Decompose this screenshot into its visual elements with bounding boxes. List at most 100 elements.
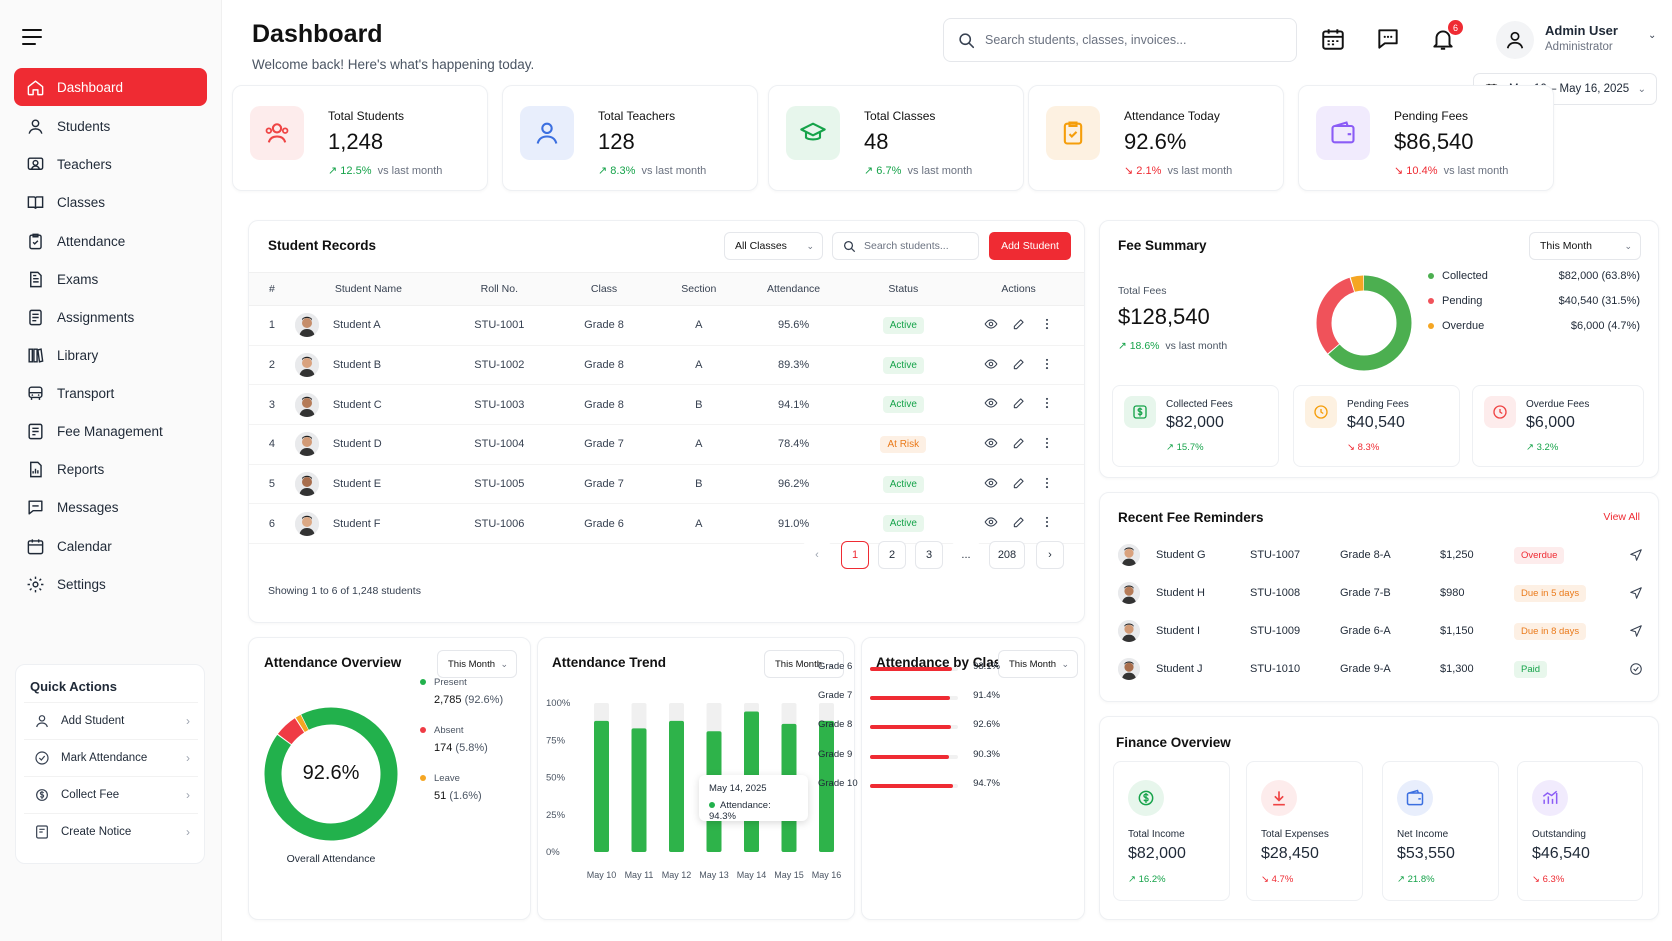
edit-button[interactable] (1012, 515, 1026, 532)
finance-card-label: Total Expenses (1261, 829, 1329, 840)
class-filter-select[interactable]: All Classes ⌄ (724, 232, 823, 260)
sidebar-item-attendance[interactable]: Attendance (14, 222, 207, 260)
attendance-legend-item: Absent (420, 725, 464, 736)
sidebar-item-assignments[interactable]: Assignments (14, 298, 207, 336)
send-reminder-button[interactable] (1629, 548, 1643, 562)
table-row[interactable]: 2 Student B STU-1002 Grade 8 A 89.3% Act… (249, 345, 1084, 386)
stat-change: ↘ 10.4% vs last month (1394, 164, 1508, 177)
chat-icon[interactable] (1375, 26, 1401, 52)
more-button[interactable] (1040, 436, 1054, 453)
chevron-right-icon: › (186, 750, 190, 765)
trend-bar[interactable] (669, 720, 684, 852)
view-button[interactable] (984, 317, 998, 334)
quick-action-collect-fee[interactable]: Collect Fee › (24, 776, 198, 812)
student-name[interactable]: Student E (332, 478, 382, 490)
chevron-down-icon[interactable]: ⌄ (1648, 30, 1657, 41)
sidebar-item-reports[interactable]: Reports (14, 450, 207, 488)
sidebar-item-classes[interactable]: Classes (14, 183, 207, 221)
sidebar-item-transport[interactable]: Transport (14, 374, 207, 412)
reminder-name: Student G (1156, 549, 1206, 561)
sidebar-item-students[interactable]: Students (14, 107, 207, 145)
prev-page-button[interactable]: ‹ (803, 541, 831, 569)
reminder-row[interactable]: Student H STU-1008 Grade 7-B $980 Due in… (1118, 574, 1658, 612)
sidebar-item-settings[interactable]: Settings (14, 565, 207, 603)
edit-button[interactable] (1012, 436, 1026, 453)
view-button[interactable] (984, 357, 998, 374)
menu-icon[interactable] (22, 28, 42, 46)
trend-period-select[interactable]: This Month ⌄ (764, 650, 844, 678)
send-reminder-button[interactable] (1629, 624, 1643, 638)
quick-action-create-notice[interactable]: Create Notice › (24, 813, 198, 849)
add-student-button[interactable]: Add Student (989, 232, 1071, 260)
trend-bar[interactable] (819, 720, 834, 852)
view-button[interactable] (984, 476, 998, 493)
table-row[interactable]: 6 Student F STU-1006 Grade 6 A 91.0% Act… (249, 503, 1084, 545)
sidebar-item-exams[interactable]: Exams (14, 260, 207, 298)
student-name[interactable]: Student A (332, 319, 381, 332)
stat-icon-wrap (1316, 106, 1370, 160)
view-all-link[interactable]: View All (1603, 511, 1640, 523)
roll-number: STU-1003 (454, 384, 545, 426)
page-1[interactable]: 1 (841, 541, 869, 569)
attendance-period-value: This Month (448, 658, 495, 670)
calendar-icon[interactable] (1320, 26, 1346, 52)
sidebar-item-fee-management[interactable]: Fee Management (14, 412, 207, 450)
page-2[interactable]: 2 (878, 541, 906, 569)
reminder-row[interactable]: Student J STU-1010 Grade 9-A $1,300 Paid (1118, 650, 1658, 688)
sidebar-item-dashboard[interactable]: Dashboard (14, 68, 207, 106)
student-name[interactable]: Student F (332, 517, 381, 530)
page-208[interactable]: 208 (989, 541, 1025, 569)
attendance-legend-label: Present (434, 677, 467, 688)
sidebar-item-library[interactable]: Library (14, 336, 207, 374)
edit-button[interactable] (1012, 317, 1026, 334)
quick-action-mark-attendance[interactable]: Mark Attendance › (24, 739, 198, 775)
student-search-input[interactable]: Search students... (832, 232, 979, 260)
view-button[interactable] (984, 515, 998, 532)
fee-card-collected-fees: Collected Fees $82,000 ↗ 15.7% (1112, 385, 1279, 467)
avatar[interactable] (1496, 21, 1534, 59)
student-name[interactable]: Student B (332, 358, 382, 371)
next-page-button[interactable]: › (1036, 541, 1064, 569)
class-period-value: This Month (1009, 658, 1056, 670)
sidebar-item-messages[interactable]: Messages (14, 488, 207, 526)
quick-actions-title: Quick Actions (30, 679, 117, 694)
reminder-row[interactable]: Student I STU-1009 Grade 6-A $1,150 Due … (1118, 612, 1658, 650)
class-period-select[interactable]: This Month ⌄ (998, 650, 1078, 678)
bell-icon[interactable] (1430, 26, 1456, 52)
attendance-period-select[interactable]: This Month ⌄ (437, 650, 517, 678)
page-3[interactable]: 3 (915, 541, 943, 569)
table-row[interactable]: 5 Student E STU-1005 Grade 7 B 96.2% Act… (249, 464, 1084, 505)
tooltip-date: May 14, 2025 (709, 783, 767, 794)
table-row[interactable]: 4 Student D STU-1004 Grade 7 A 78.4% At … (249, 424, 1084, 465)
attendance-legend-value: 51 (1.6%) (434, 790, 482, 802)
table-row[interactable]: 1 Student A STU-1001 Grade 8 A 95.6% Act… (249, 305, 1084, 346)
fee-legend-item: Overdue (1428, 320, 1484, 332)
send-reminder-button[interactable] (1629, 586, 1643, 600)
check-circle-icon (35, 750, 49, 765)
trend-bar[interactable] (594, 720, 609, 852)
fee-period-select[interactable]: This Month ⌄ (1529, 232, 1641, 260)
student-name-cell: Student E (294, 464, 455, 505)
edit-button[interactable] (1012, 396, 1026, 413)
y-tick-label: 75% (546, 735, 566, 746)
edit-button[interactable] (1012, 476, 1026, 493)
more-button[interactable] (1040, 317, 1054, 334)
global-search-input[interactable]: Search students, classes, invoices... (943, 18, 1297, 62)
student-name[interactable]: Student C (332, 398, 382, 411)
avatar (294, 472, 319, 497)
more-button[interactable] (1040, 476, 1054, 493)
table-row[interactable]: 3 Student C STU-1003 Grade 8 B 94.1% Act… (249, 384, 1084, 426)
more-button[interactable] (1040, 515, 1054, 532)
sidebar-item-calendar[interactable]: Calendar (14, 527, 207, 565)
more-button[interactable] (1040, 396, 1054, 413)
student-name[interactable]: Student D (332, 438, 382, 451)
reminder-row[interactable]: Student G STU-1007 Grade 8-A $1,250 Over… (1118, 536, 1658, 574)
view-button[interactable] (984, 436, 998, 453)
edit-button[interactable] (1012, 357, 1026, 374)
quick-action-add-student[interactable]: Add Student › (24, 702, 198, 738)
sidebar-item-teachers[interactable]: Teachers (14, 145, 207, 183)
view-button[interactable] (984, 396, 998, 413)
more-button[interactable] (1040, 357, 1054, 374)
finance-card-change-value: 4.7% (1271, 874, 1294, 885)
trend-bar[interactable] (631, 728, 647, 852)
